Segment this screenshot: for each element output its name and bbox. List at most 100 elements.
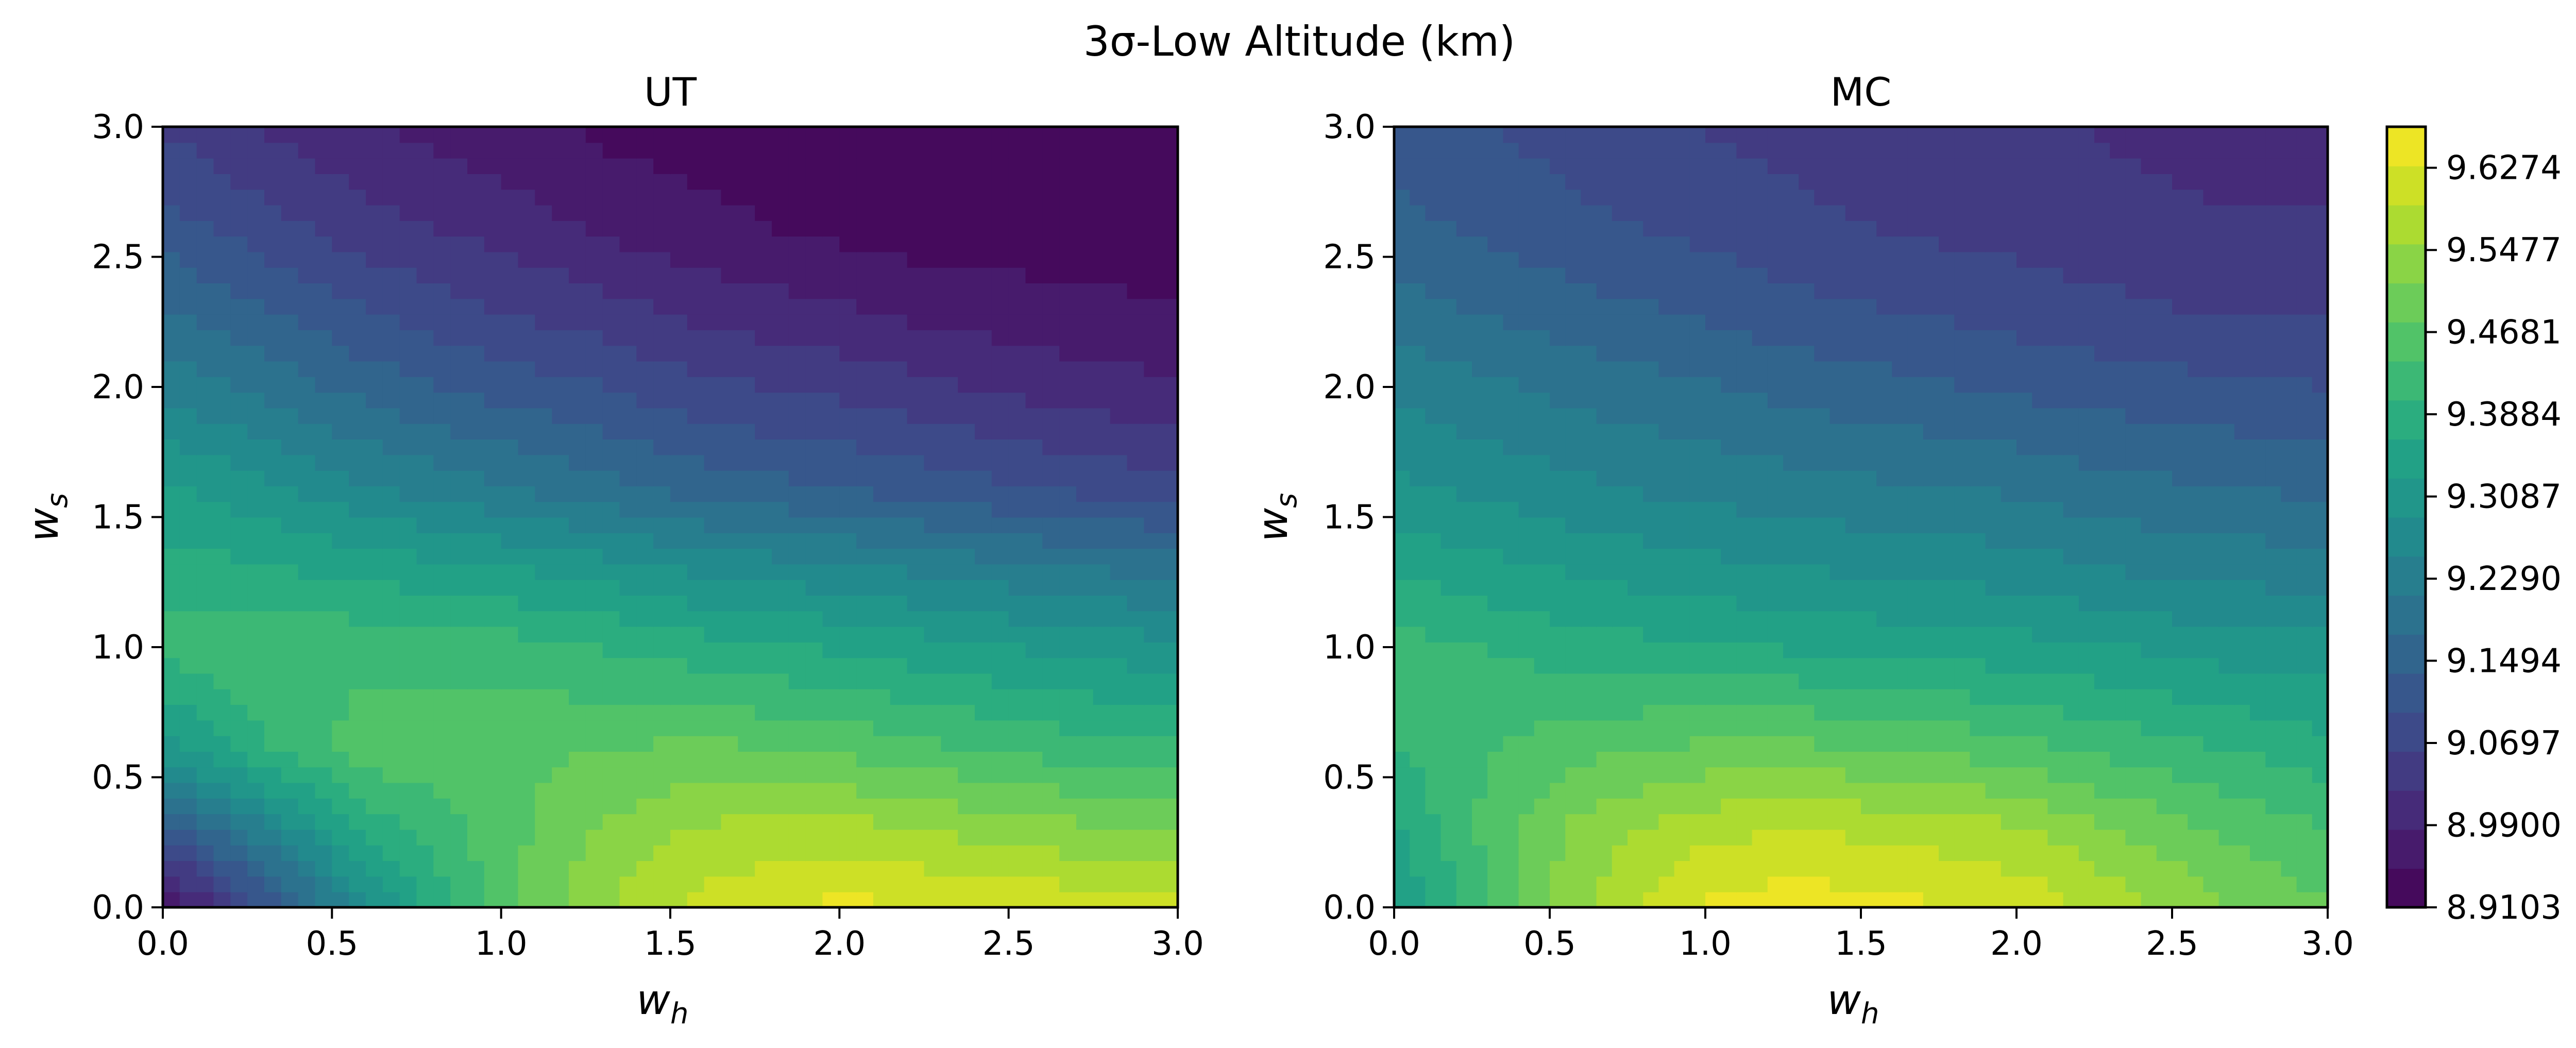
contour-cell-ut [636, 439, 654, 455]
contour-cell-mc [2234, 860, 2250, 877]
contour-cell-ut [433, 173, 451, 190]
contour-cell-ut [264, 236, 282, 252]
contour-cell-ut [247, 205, 265, 221]
contour-cell-mc [1939, 657, 1955, 674]
contour-cell-ut [315, 251, 333, 268]
contour-cell-mc [2312, 564, 2328, 580]
contour-cell-mc [1503, 657, 1519, 674]
contour-cell-ut [704, 517, 722, 533]
contour-cell-mc [1861, 688, 1877, 705]
contour-cell-mc [1596, 408, 1613, 424]
contour-cell-ut [535, 439, 553, 455]
contour-cell-ut [890, 626, 908, 643]
contour-cell-ut [839, 267, 857, 283]
contour-cell-ut [755, 688, 772, 705]
contour-cell-ut [535, 158, 553, 174]
contour-cell-ut [721, 720, 739, 736]
contour-cell-mc [1425, 673, 1442, 689]
contour-cell-ut [1008, 657, 1026, 674]
contour-cell-mc [1861, 860, 1877, 877]
contour-cell-mc [1721, 454, 1737, 471]
contour-cell-ut [1161, 876, 1178, 892]
contour-cell-ut [518, 220, 536, 237]
contour-cell-mc [2078, 782, 2095, 799]
contour-cell-ut [636, 345, 654, 362]
contour-cell-ut [907, 751, 925, 768]
contour-cell-ut [230, 767, 248, 783]
contour-cell-mc [2016, 704, 2033, 721]
contour-cell-mc [1829, 814, 1846, 830]
contour-cell-mc [2281, 470, 2297, 486]
contour-cell-ut [569, 314, 586, 330]
contour-cell-mc [1845, 626, 1861, 643]
contour-cell-ut [366, 564, 383, 580]
contour-cell-ut [382, 173, 400, 190]
contour-cell-ut [602, 392, 620, 409]
contour-cell-ut [1093, 376, 1111, 393]
contour-cell-ut [552, 626, 569, 643]
contour-cell-ut [1093, 236, 1111, 252]
contour-cell-ut [179, 283, 197, 299]
contour-cell-mc [1394, 673, 1411, 689]
contour-cell-ut [163, 189, 180, 206]
contour-cell-ut [281, 611, 299, 627]
contour-cell-ut [501, 158, 519, 174]
contour-cell-mc [2078, 798, 2095, 815]
contour-cell-ut [755, 798, 772, 815]
contour-cell-mc [1472, 532, 1488, 549]
contour-cell-ut [535, 626, 553, 643]
contour-cell-mc [1472, 470, 1488, 486]
contour-cell-ut [1144, 720, 1162, 736]
contour-cell-ut [332, 501, 350, 518]
contour-cell-mc [1410, 626, 1426, 643]
contour-cell-ut [653, 329, 671, 346]
contour-cell-mc [1518, 891, 1535, 907]
contour-cell-ut [298, 517, 316, 533]
contour-cell-ut [924, 688, 942, 705]
contour-cell-ut [958, 298, 975, 315]
contour-cell-mc [1954, 860, 1971, 877]
contour-cell-mc [2078, 735, 2095, 752]
contour-cell-ut [991, 392, 1009, 409]
contour-cell-mc [1970, 579, 1986, 596]
contour-cell-ut [1025, 423, 1043, 440]
contour-cell-mc [1425, 501, 1442, 518]
contour-cell-mc [2032, 532, 2048, 549]
contour-cell-ut [721, 205, 739, 221]
contour-cell-ut [349, 688, 366, 705]
contour-cell-mc [1907, 439, 1924, 455]
contour-cell-ut [1042, 236, 1060, 252]
contour-cell-mc [2188, 548, 2204, 565]
contour-cell-ut [924, 376, 942, 393]
contour-cell-ut [1110, 454, 1128, 471]
contour-cell-mc [2078, 657, 2095, 674]
contour-cell-mc [1814, 704, 1831, 721]
contour-cell-ut [213, 814, 231, 830]
contour-cell-mc [2234, 611, 2250, 627]
contour-cell-ut [958, 189, 975, 206]
contour-cell-ut [991, 298, 1009, 315]
contour-cell-ut [687, 579, 705, 596]
contour-cell-ut [179, 298, 197, 315]
contour-cell-ut [704, 236, 722, 252]
contour-cell-ut [856, 579, 874, 596]
contour-cell-ut [264, 345, 282, 362]
contour-cell-ut [991, 829, 1009, 846]
contour-cell-mc [1628, 517, 1644, 533]
contour-cell-ut [518, 844, 536, 861]
contour-cell-ut [822, 641, 840, 658]
contour-cell-ut [467, 829, 485, 846]
contour-cell-ut [636, 376, 654, 393]
contour-cell-mc [1829, 860, 1846, 877]
contour-cell-mc [1892, 454, 1908, 471]
contour-cell-ut [839, 189, 857, 206]
contour-cell-ut [416, 345, 434, 362]
contour-cell-mc [1581, 767, 1597, 783]
contour-cell-ut [349, 376, 366, 393]
contour-cell-mc [2296, 454, 2313, 471]
contour-cell-ut [501, 189, 519, 206]
contour-cell-mc [1939, 564, 1955, 580]
contour-cell-mc [2016, 735, 2033, 752]
contour-cell-ut [1025, 329, 1043, 346]
